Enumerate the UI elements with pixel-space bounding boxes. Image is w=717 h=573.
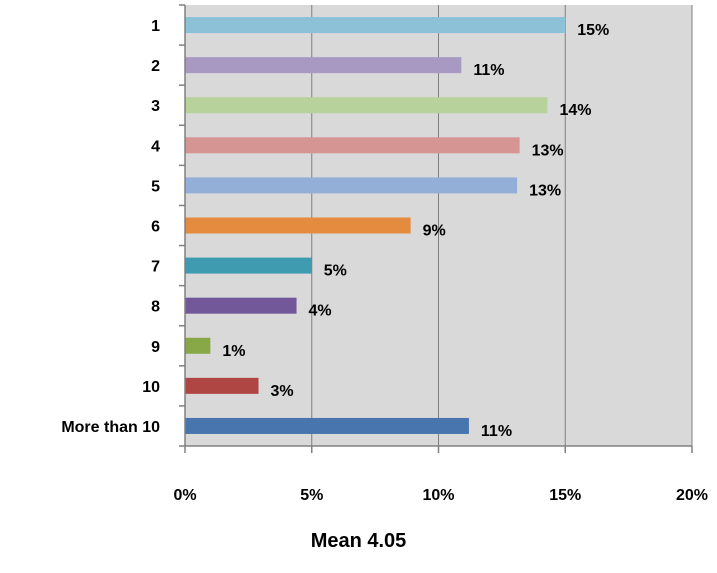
bar-1 — [185, 17, 566, 34]
bar-chart: 15% 11% 14% 13% 13% 9% 5% 4% 1% 3% 11% 1 2 3 4 5 6 7 8 9 10… — [61, 4, 708, 504]
category-label-8: 8 — [151, 299, 160, 316]
gridlines — [311, 5, 693, 446]
value-label-8: 4% — [309, 303, 332, 320]
bar-more-than-10 — [185, 417, 469, 434]
bar-9 — [185, 337, 211, 354]
x-tick-label-15: 15% — [549, 487, 581, 504]
bar-2 — [185, 57, 462, 74]
value-label-9: 1% — [222, 343, 245, 360]
bar-10 — [185, 377, 259, 394]
value-label-3: 14% — [560, 102, 592, 119]
mean-caption: Mean 4.05 — [310, 530, 407, 552]
x-tick-labels: 0% 5% 10% 15% 20% — [173, 487, 708, 504]
bar-8 — [185, 297, 297, 314]
bar-6 — [185, 217, 411, 234]
x-tick-label-0: 0% — [173, 487, 196, 504]
value-label-7: 5% — [324, 263, 347, 280]
x-tick-label-20: 20% — [676, 487, 708, 504]
category-label-3: 3 — [151, 98, 160, 115]
axis-ticks — [179, 4, 693, 453]
bar-7 — [185, 257, 312, 274]
x-tick-label-10: 10% — [422, 487, 454, 504]
bar-3 — [185, 97, 548, 114]
category-label-2: 2 — [151, 58, 160, 75]
value-label-5: 13% — [529, 182, 561, 199]
bar-4 — [185, 137, 520, 154]
category-label-5: 5 — [151, 178, 160, 195]
value-label-6: 9% — [423, 223, 446, 240]
value-label-10: 3% — [271, 383, 294, 400]
bar-5 — [185, 177, 518, 194]
category-label-7: 7 — [151, 259, 160, 276]
category-label-1: 1 — [151, 18, 160, 35]
category-label-10: 10 — [142, 379, 160, 396]
category-label-more-than-10: More than 10 — [61, 419, 160, 436]
category-label-9: 9 — [151, 339, 160, 356]
value-label-4: 13% — [532, 142, 564, 159]
category-labels: 1 2 3 4 5 6 7 8 9 10 More than 10 — [61, 18, 160, 436]
value-labels: 15% 11% 14% 13% 13% 9% 5% 4% 1% 3% 11% — [222, 22, 609, 440]
bars — [185, 17, 566, 434]
x-tick-label-5: 5% — [300, 487, 323, 504]
value-label-2: 11% — [473, 62, 504, 79]
value-label-1: 15% — [577, 22, 609, 39]
value-label-more-than-10: 11% — [481, 423, 512, 440]
category-label-4: 4 — [151, 138, 160, 155]
category-label-6: 6 — [151, 219, 160, 236]
